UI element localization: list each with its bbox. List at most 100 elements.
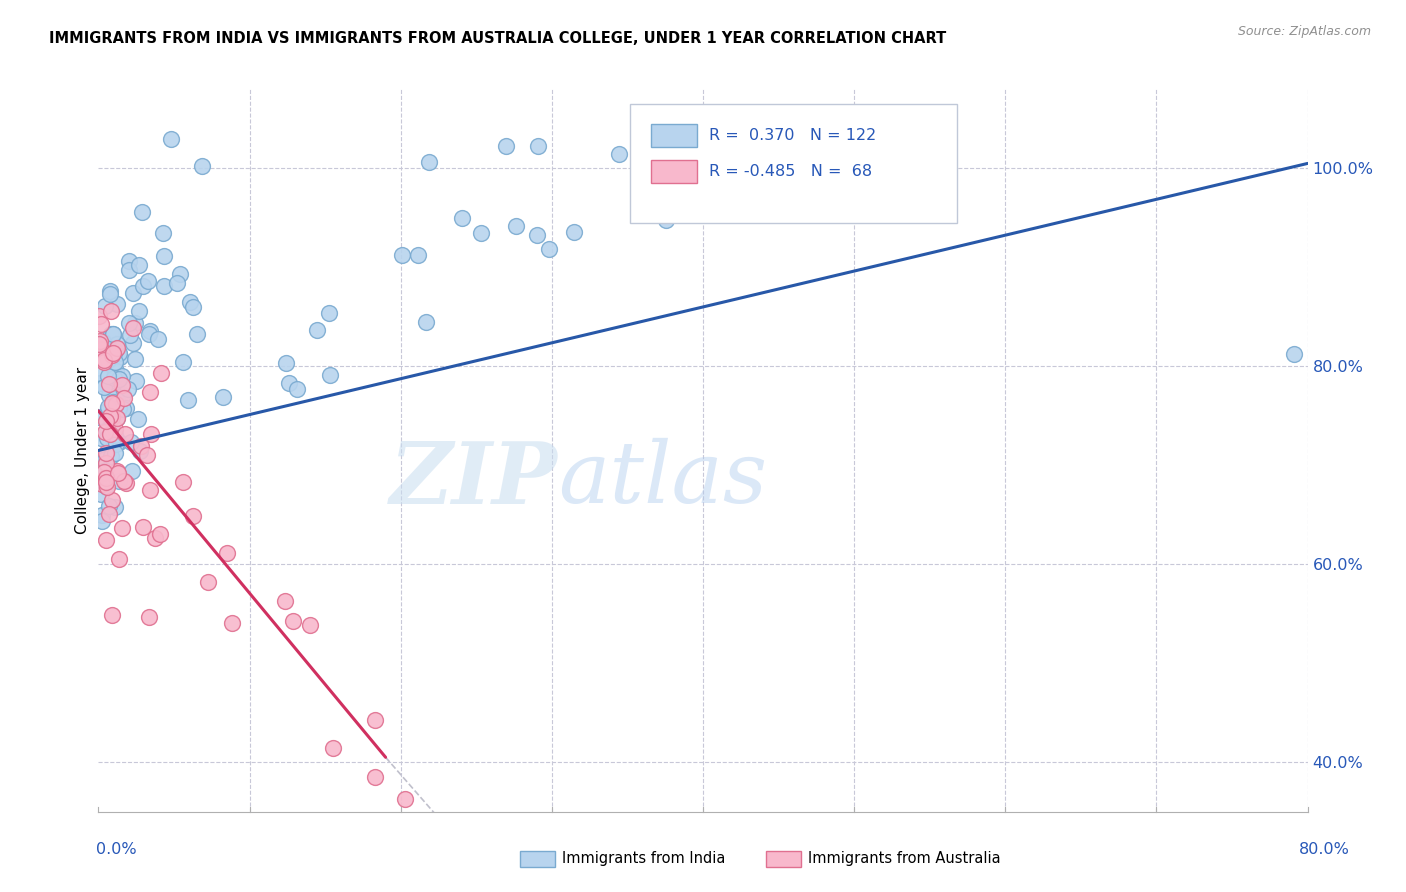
Point bbox=[394, 792, 416, 806]
Point bbox=[697, 131, 720, 145]
Point bbox=[96, 470, 118, 484]
Point bbox=[107, 474, 129, 488]
Point bbox=[181, 508, 204, 523]
Point bbox=[139, 385, 162, 400]
Text: Source: ZipAtlas.com: Source: ZipAtlas.com bbox=[1237, 25, 1371, 38]
Point bbox=[112, 391, 135, 405]
Point bbox=[129, 439, 152, 453]
Point bbox=[96, 480, 118, 494]
Point bbox=[527, 139, 550, 153]
Point bbox=[94, 479, 117, 493]
Point bbox=[94, 533, 117, 547]
Point bbox=[104, 500, 127, 515]
Point bbox=[655, 212, 678, 227]
Point bbox=[90, 487, 112, 501]
Point bbox=[177, 392, 200, 407]
Point bbox=[107, 466, 129, 480]
Point bbox=[93, 355, 115, 369]
Point bbox=[415, 315, 437, 329]
FancyBboxPatch shape bbox=[651, 124, 697, 147]
Point bbox=[91, 477, 114, 491]
Point bbox=[97, 352, 120, 367]
Point bbox=[115, 475, 138, 490]
Point bbox=[128, 258, 150, 272]
FancyBboxPatch shape bbox=[630, 103, 957, 223]
Point bbox=[101, 346, 124, 360]
Point bbox=[101, 327, 124, 342]
Text: Immigrants from Australia: Immigrants from Australia bbox=[808, 852, 1001, 866]
Text: Immigrants from India: Immigrants from India bbox=[562, 852, 725, 866]
Point bbox=[112, 474, 135, 488]
Point bbox=[132, 279, 155, 293]
Text: 0.0%: 0.0% bbox=[96, 842, 136, 856]
Point bbox=[105, 341, 128, 355]
Point bbox=[104, 374, 127, 388]
Point bbox=[132, 520, 155, 534]
Text: R = -0.485   N =  68: R = -0.485 N = 68 bbox=[709, 164, 872, 179]
Point bbox=[128, 443, 150, 458]
Point bbox=[100, 348, 122, 362]
Text: atlas: atlas bbox=[558, 438, 768, 521]
Point bbox=[274, 593, 297, 607]
Point bbox=[537, 242, 560, 256]
Point bbox=[160, 131, 183, 145]
Point bbox=[87, 309, 110, 323]
Point bbox=[101, 424, 124, 438]
Point bbox=[100, 413, 122, 427]
Point bbox=[418, 154, 440, 169]
Point bbox=[322, 741, 344, 756]
Point bbox=[110, 369, 132, 384]
Point bbox=[118, 316, 141, 330]
Point bbox=[283, 614, 305, 628]
Point bbox=[117, 382, 139, 396]
Point bbox=[87, 366, 110, 380]
Point bbox=[94, 446, 117, 460]
Point bbox=[648, 131, 671, 145]
Point bbox=[138, 610, 160, 624]
Point bbox=[93, 299, 115, 313]
Point bbox=[146, 332, 169, 346]
Point bbox=[699, 131, 721, 145]
Point bbox=[97, 403, 120, 417]
Point bbox=[90, 317, 112, 331]
Point bbox=[97, 400, 120, 414]
Point bbox=[103, 345, 125, 359]
Point bbox=[96, 424, 118, 438]
Point bbox=[96, 431, 118, 445]
Point bbox=[91, 344, 114, 359]
Point bbox=[470, 226, 492, 240]
Point bbox=[406, 248, 429, 262]
Point bbox=[96, 469, 118, 483]
Point bbox=[104, 390, 127, 404]
Point bbox=[391, 247, 413, 261]
Point bbox=[661, 131, 683, 145]
Point bbox=[101, 492, 124, 507]
Point bbox=[101, 395, 124, 409]
Point bbox=[94, 463, 117, 477]
Point bbox=[172, 475, 194, 490]
Point bbox=[103, 370, 125, 384]
Point bbox=[318, 306, 340, 320]
Point bbox=[90, 343, 112, 357]
Point bbox=[169, 267, 191, 281]
Point bbox=[105, 392, 128, 407]
Point bbox=[108, 350, 131, 364]
Point bbox=[668, 147, 690, 161]
Point bbox=[93, 334, 115, 349]
Point bbox=[212, 391, 235, 405]
Point bbox=[98, 287, 121, 301]
Point bbox=[100, 449, 122, 463]
Point bbox=[153, 278, 176, 293]
Point bbox=[98, 427, 121, 442]
Point bbox=[105, 411, 128, 425]
Point bbox=[111, 401, 134, 416]
Point bbox=[97, 368, 120, 383]
Point bbox=[141, 426, 163, 441]
Point bbox=[152, 226, 174, 240]
FancyBboxPatch shape bbox=[651, 160, 697, 183]
Point bbox=[98, 507, 121, 521]
Point bbox=[274, 356, 297, 370]
Point bbox=[91, 508, 114, 522]
Point bbox=[319, 368, 342, 383]
Point bbox=[108, 434, 131, 449]
